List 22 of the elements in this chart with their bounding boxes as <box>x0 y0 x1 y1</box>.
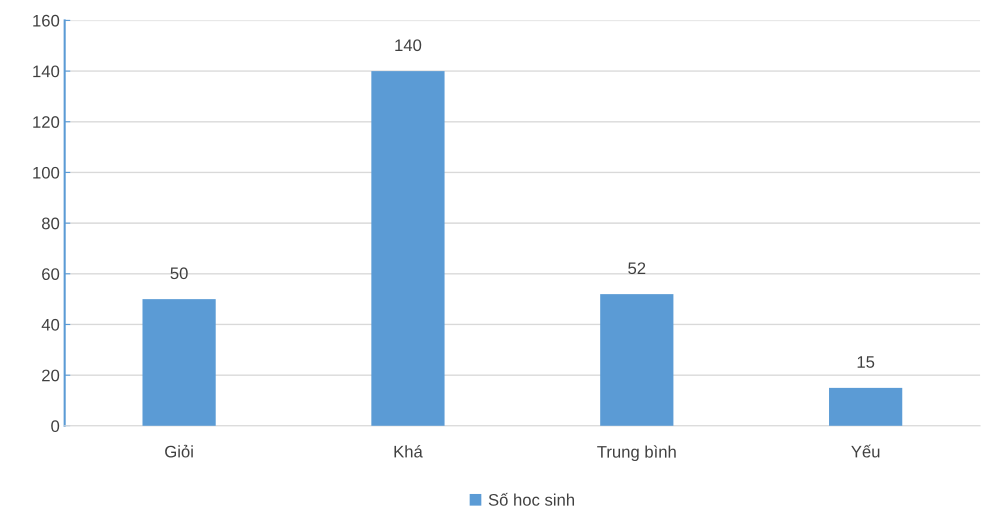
data-label: 52 <box>628 262 646 274</box>
legend-label: Số hoc sinh <box>488 492 574 506</box>
x-tick-label: Trung bình <box>597 445 676 462</box>
y-tick-label: 60 <box>42 268 60 280</box>
y-tick-label: 20 <box>42 370 60 382</box>
bar <box>829 388 902 426</box>
y-tick-label: 140 <box>33 65 60 78</box>
y-tick-label: 0 <box>51 420 60 432</box>
y-tick-label: 160 <box>33 14 60 27</box>
data-label: 15 <box>858 356 874 368</box>
x-tick-label: Yếu <box>851 444 880 458</box>
data-label: 140 <box>395 39 422 52</box>
x-tick-label: Khá <box>394 445 423 458</box>
y-tick-label: 40 <box>42 318 60 331</box>
x-tick-label: Giỏi <box>165 444 193 458</box>
y-tick-label: 120 <box>33 116 60 128</box>
bar <box>371 71 445 426</box>
bar <box>142 299 216 426</box>
data-label: 50 <box>170 267 188 280</box>
y-tick-label: 100 <box>33 166 60 179</box>
bar <box>600 294 674 426</box>
y-tick-label: 80 <box>42 218 60 230</box>
